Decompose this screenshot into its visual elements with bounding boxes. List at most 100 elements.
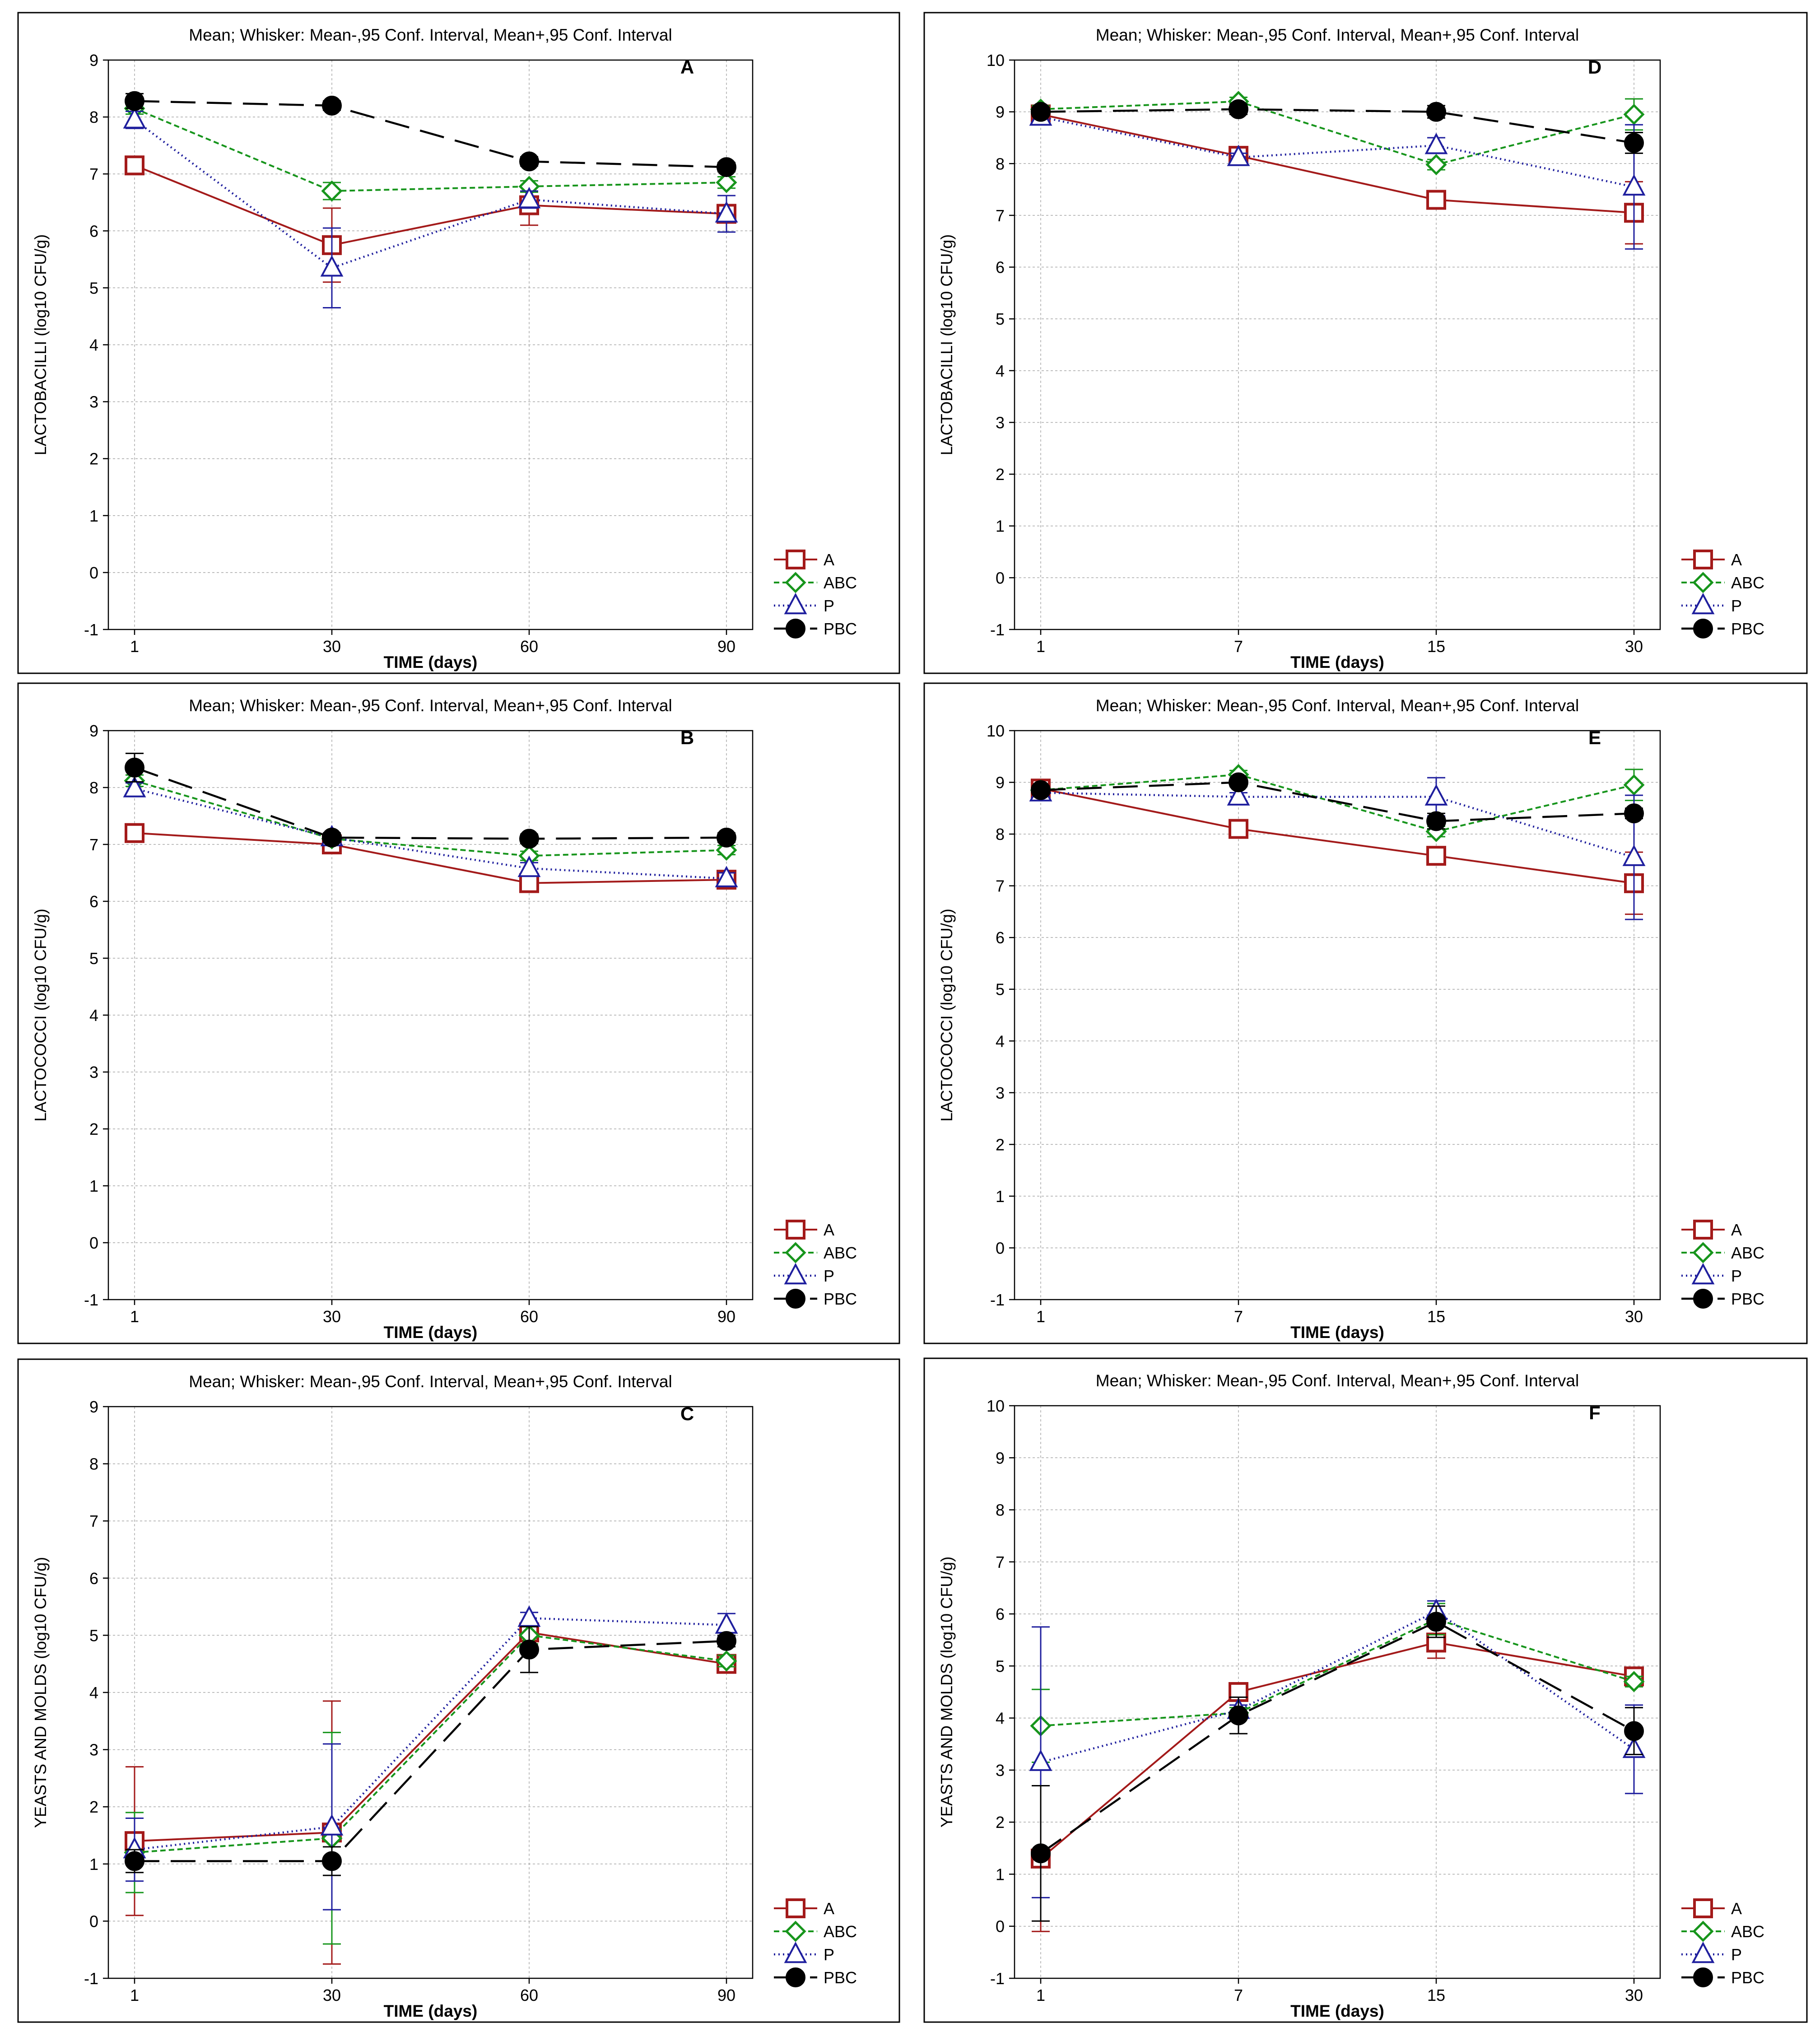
x-axis-label: TIME (days) — [1290, 1323, 1384, 1342]
series-line — [1040, 1620, 1635, 1855]
y-axis-label: YEASTS AND MOLDS (log10 CFU/g) — [937, 1557, 956, 1827]
chart-panel-F: -1 0 1 2 3 4 5 6 7 8 9 10 1 7 15 30 Mean; Whisker: Mean-… — [923, 1357, 1808, 2023]
point-marker-circle — [717, 827, 736, 848]
point-marker-circle — [1229, 99, 1248, 119]
point-marker-square — [519, 873, 539, 893]
legend-label: A — [1731, 550, 1742, 569]
y-tick-label: 6 — [996, 258, 1005, 277]
y-tick-label: 4 — [996, 362, 1005, 380]
series-line — [134, 1631, 727, 1842]
point-marker-square — [1426, 846, 1446, 866]
series-line — [1040, 113, 1634, 214]
y-tick-label: 5 — [996, 1657, 1005, 1675]
y-tick-label: 6 — [996, 928, 1005, 947]
y-tick-label: -1 — [990, 1969, 1005, 1988]
legend-label: P — [824, 597, 834, 615]
y-tick-label: 4 — [89, 1006, 98, 1025]
x-tick-label: 30 — [323, 1986, 341, 2004]
series-PBC — [125, 1626, 736, 1876]
y-tick-label: 6 — [89, 892, 98, 911]
legend-label: P — [1731, 1267, 1742, 1285]
point-marker-circle — [786, 1967, 805, 1987]
chart-panel-B: -1 0 1 2 3 4 5 6 7 8 9 1 30 60 90 Mean; Whisker: Mean-,… — [17, 682, 900, 1344]
series-line — [1040, 108, 1634, 144]
point-marker-circle — [1229, 1705, 1248, 1725]
point-marker-diamond — [1425, 154, 1447, 176]
series-P — [123, 107, 738, 309]
point-marker-square — [125, 155, 144, 176]
x-tick-label: 30 — [1625, 637, 1643, 656]
x-tick-label: 1 — [1036, 1307, 1045, 1326]
y-tick-label: 1 — [996, 1187, 1005, 1206]
x-tick-label: 30 — [323, 637, 341, 656]
grid — [108, 60, 753, 630]
y-tick-label: 0 — [996, 1917, 1005, 1936]
legend-label: ABC — [824, 1922, 857, 1941]
series-line — [134, 164, 727, 246]
y-tick-label: -1 — [84, 1969, 98, 1988]
y-tick-label: 9 — [89, 722, 98, 740]
x-tick-label: 7 — [1234, 1986, 1243, 2004]
y-axis-label: LACTOCOCCI (log10 CFU/g) — [31, 909, 50, 1121]
legend: A ABC P PBC — [774, 550, 857, 639]
point-marker-circle — [1031, 1843, 1051, 1864]
legend-label: A — [824, 1221, 834, 1239]
y-tick-label: 4 — [89, 1683, 98, 1702]
point-marker-triangle — [1227, 784, 1250, 806]
chart-title: Mean; Whisker: Mean-,95 Conf. Interval, … — [189, 26, 672, 44]
y-tick-label: 5 — [89, 279, 98, 297]
plot-area-frame — [1014, 59, 1661, 630]
y-tick-label: 1 — [89, 1855, 98, 1874]
point-marker-diamond — [1692, 572, 1714, 593]
x-axis-label: TIME (days) — [1290, 2002, 1384, 2020]
legend: A ABC P PBC — [1681, 550, 1764, 639]
y-tick-label: -1 — [990, 620, 1005, 639]
series-line — [134, 1634, 727, 1854]
x-tick-label: 1 — [1036, 1986, 1045, 2004]
y-tick-label: 4 — [996, 1709, 1005, 1728]
point-marker-circle — [1426, 102, 1446, 122]
chart-panel-A: -1 0 1 2 3 4 5 6 7 8 9 1 30 60 90 Mean; Whisker: Mean-,… — [17, 12, 900, 674]
point-marker-square — [786, 1220, 805, 1240]
panel-letter: F — [1589, 1402, 1601, 1423]
point-marker-triangle — [1424, 132, 1448, 154]
y-tick-label: 7 — [996, 1553, 1005, 1571]
point-marker-square — [125, 823, 144, 843]
y-tick-label: 5 — [89, 1626, 98, 1645]
point-marker-circle — [1031, 102, 1051, 122]
x-tick-label: 90 — [717, 1986, 735, 2004]
legend-label: A — [1731, 1899, 1742, 1918]
x-tick-label: 7 — [1234, 637, 1243, 656]
chart-title: Mean; Whisker: Mean-,95 Conf. Interval, … — [189, 696, 672, 715]
series-PBC — [1031, 99, 1644, 154]
point-marker-diamond — [785, 1920, 806, 1942]
chart-title: Mean; Whisker: Mean-,95 Conf. Interval, … — [1096, 26, 1579, 44]
legend-label: ABC — [1731, 1922, 1764, 1941]
panel-letter: B — [680, 727, 694, 748]
y-tick-label: 2 — [996, 1135, 1005, 1154]
y-tick-label: 0 — [89, 564, 98, 582]
y-tick-label: 8 — [996, 825, 1005, 844]
point-marker-triangle — [1622, 844, 1646, 866]
point-marker-triangle — [1424, 784, 1448, 806]
point-marker-square — [1229, 819, 1248, 839]
point-marker-diamond — [1623, 103, 1645, 125]
point-marker-square — [1426, 190, 1446, 210]
y-tick-label: 2 — [89, 1798, 98, 1816]
point-marker-circle — [519, 1640, 539, 1660]
point-marker-triangle — [517, 855, 541, 877]
legend-label: A — [824, 550, 834, 569]
point-marker-triangle — [517, 186, 541, 209]
point-marker-circle — [786, 1289, 805, 1309]
y-tick-label: 8 — [89, 108, 98, 126]
series-line — [1040, 1641, 1634, 1860]
y-tick-label: 9 — [996, 774, 1005, 792]
series-line — [1040, 781, 1634, 822]
legend-label: P — [1731, 597, 1742, 615]
point-marker-diamond — [321, 180, 343, 202]
x-tick-label: 15 — [1427, 1307, 1445, 1326]
y-axis-label: LACTOBACILLI (log10 CFU/g) — [937, 234, 956, 456]
point-marker-circle — [125, 757, 144, 778]
x-tick-label: 90 — [717, 1307, 735, 1326]
